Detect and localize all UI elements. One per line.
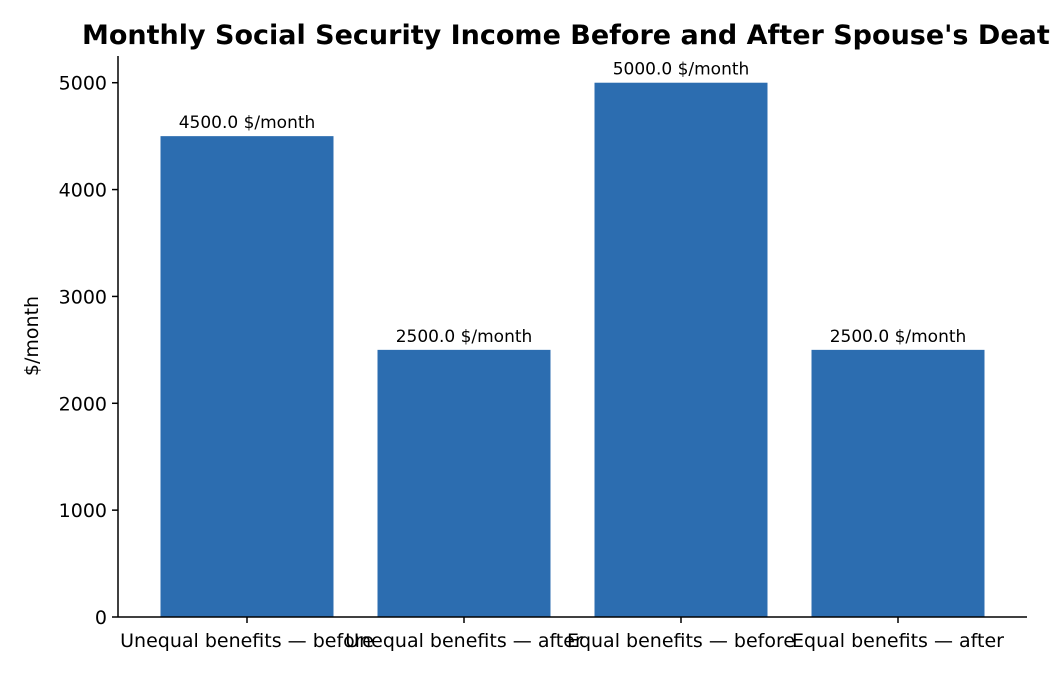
y-tick-label-5000: 5000 — [59, 73, 107, 95]
bar-labels-group: 4500.0 $/month 2500.0 $/month 5000.0 $/mon… — [179, 60, 967, 347]
x-tick-label-2: Unequal benefits — after — [345, 630, 583, 652]
y-tick-label-2000: 2000 — [59, 393, 107, 415]
chart-title: Monthly Social Security Income Before an… — [82, 20, 1050, 51]
x-tick-label-1: Unequal benefits — before — [120, 630, 374, 652]
bar-value-label-4: 2500.0 $/month — [830, 327, 967, 347]
bar-4 — [811, 349, 985, 617]
bar-value-label-3: 5000.0 $/month — [613, 60, 750, 80]
y-tick-label-1000: 1000 — [59, 500, 107, 522]
y-tick-label-4000: 4000 — [59, 180, 107, 202]
bar-1 — [160, 136, 334, 617]
bar-value-label-2: 2500.0 $/month — [396, 327, 533, 347]
bars-group — [160, 82, 985, 617]
bar-value-label-1: 4500.0 $/month — [179, 113, 316, 133]
y-tick-label-0: 0 — [95, 607, 107, 629]
y-tick-label-3000: 3000 — [59, 286, 107, 308]
y-axis-label: $/month — [21, 296, 43, 376]
x-tick-label-3: Equal benefits — before — [567, 630, 795, 652]
bar-2 — [377, 349, 551, 617]
y-axis: 0 1000 2000 3000 4000 5000 — [59, 56, 119, 629]
x-tick-label-4: Equal benefits — after — [792, 630, 1004, 652]
bar-3 — [594, 82, 768, 617]
